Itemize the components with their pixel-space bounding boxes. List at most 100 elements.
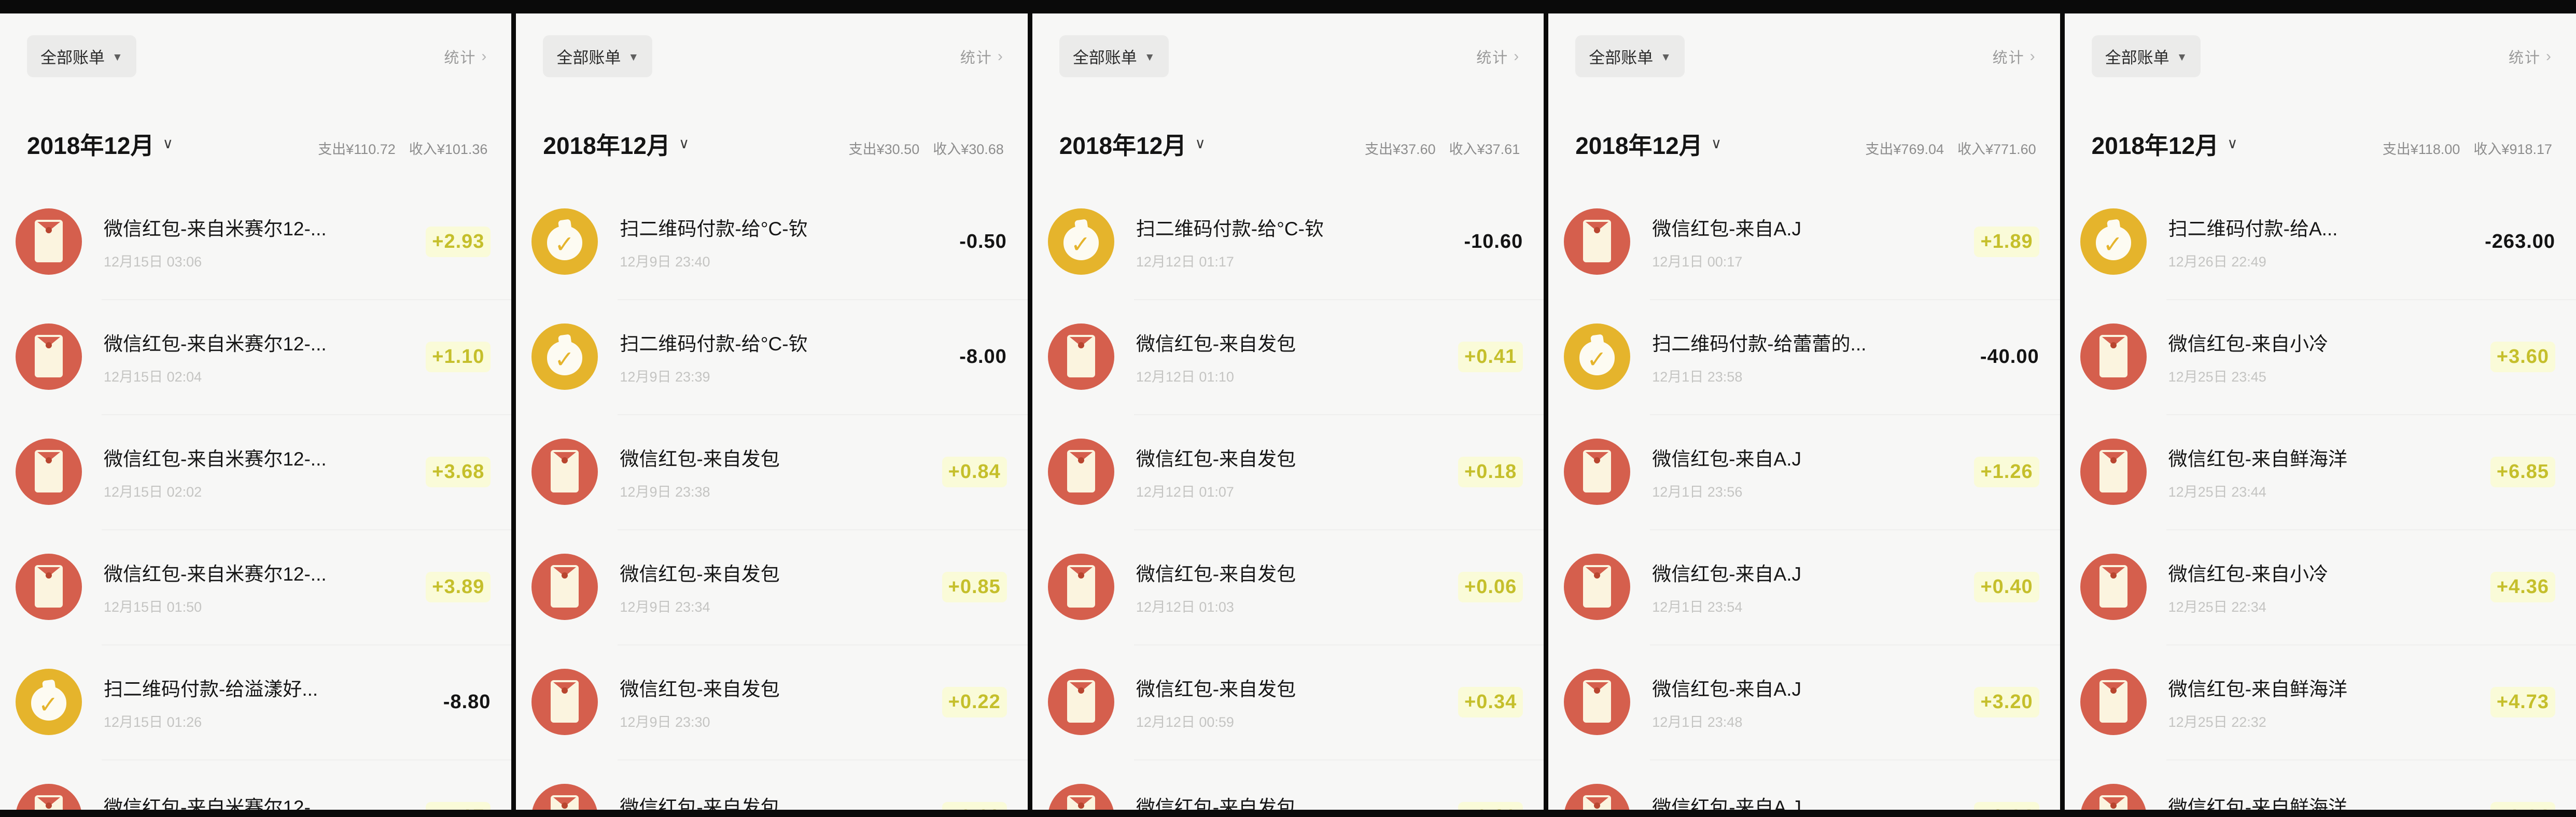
month-selector[interactable]: 2018年12月 ∨ (1575, 127, 1721, 161)
money-bag-icon (1564, 323, 1631, 390)
transaction-row[interactable]: 微信红包-来自发包 +0.63 (516, 759, 1028, 810)
transaction-title: 扫二维码付款-给A... (2168, 218, 2338, 240)
transaction-row[interactable]: 微信红包-来自鲜海洋 12月25日 22:32 +4.73 (2065, 644, 2576, 759)
transaction-title: 微信红包-来自A.J (1652, 563, 1801, 585)
filter-label: 全部账单 (556, 49, 621, 67)
transaction-row[interactable]: 微信红包-来自A.J 12月1日 23:54 +0.40 (1548, 529, 2060, 644)
transaction-amount: +3.60 (2490, 341, 2556, 372)
transaction-date: 12月12日 01:17 (1136, 253, 1234, 270)
red-packet-icon (1047, 439, 1114, 505)
transaction-row[interactable]: 微信红包-来自鲜海洋 12月25日 23:44 +6.85 (2065, 414, 2576, 529)
transaction-row[interactable]: 微信红包-来自发包 12月12日 01:10 +0.41 (1032, 299, 1544, 414)
transaction-date: 12月25日 23:45 (2168, 369, 2266, 385)
stats-link[interactable]: 统计 › (444, 46, 487, 67)
stats-link[interactable]: 统计 › (960, 46, 1004, 67)
filter-all-bills-button[interactable]: 全部账单 ▼ (1059, 35, 1169, 77)
transaction-row[interactable]: 微信红包-来自发包 12月9日 23:38 +0.84 (516, 414, 1028, 529)
month-selector[interactable]: 2018年12月 ∨ (543, 127, 689, 161)
red-packet-icon (16, 439, 82, 505)
red-packet-icon (1564, 208, 1631, 275)
month-label: 2018年12月 (543, 132, 670, 159)
transaction-row[interactable]: 微信红包-来自米赛尔12-... +5.17 (0, 759, 512, 810)
transaction-row[interactable]: 微信红包-来自发包 +0.20 (1032, 759, 1544, 810)
transaction-title: 扫二维码付款-给°C-钦 (620, 218, 808, 240)
transaction-title: 扫二维码付款-给蕾蕾的... (1652, 333, 1867, 355)
stats-link[interactable]: 统计 › (1993, 46, 2036, 67)
transaction-amount: +3.89 (426, 571, 491, 602)
transaction-body: 扫二维码付款-给A... 12月26日 22:49 (2168, 213, 2475, 271)
transaction-row[interactable]: 微信红包-来自小冷 12月25日 22:34 +4.36 (2065, 529, 2576, 644)
transaction-date: 12月1日 23:56 (1652, 484, 1743, 500)
transaction-row[interactable]: 微信红包-来自米赛尔12-... 12月15日 03:06 +2.93 (0, 184, 511, 299)
transaction-row[interactable]: 微信红包-来自发包 12月12日 00:59 +0.34 (1032, 644, 1544, 759)
red-packet-icon (1047, 554, 1114, 620)
transaction-row[interactable]: 微信红包-来自小冷 12月25日 23:45 +3.60 (2065, 299, 2576, 414)
transaction-row[interactable]: 扫二维码付款-给蕾蕾的... 12月1日 23:58 -40.00 (1548, 299, 2060, 414)
transaction-row[interactable]: 微信红包-来自米赛尔12-... 12月15日 02:04 +1.10 (0, 299, 512, 414)
summary-income: 收入¥30.68 (933, 142, 1004, 157)
transaction-amount: -263.00 (2485, 230, 2556, 252)
red-packet-icon (531, 554, 598, 620)
transaction-amount: +0.34 (1458, 686, 1523, 717)
stats-link[interactable]: 统计 › (2509, 46, 2552, 67)
transaction-row[interactable]: 微信红包-来自米赛尔12-... 12月15日 01:50 +3.89 (0, 529, 512, 644)
month-summary: 支出¥30.50 收入¥30.68 (849, 138, 1004, 158)
transaction-title: 微信红包-来自A.J (1652, 796, 1801, 810)
month-selector[interactable]: 2018年12月 ∨ (27, 127, 173, 161)
panel-header: 全部账单 ▼ 统计 › 2018年12月 ∨ 支出¥110.72 收入¥101.… (0, 13, 511, 161)
transaction-row[interactable]: 扫二维码付款-给°C-钦 12月9日 23:39 -8.00 (516, 299, 1028, 414)
transaction-row[interactable]: 扫二维码付款-给A... 12月26日 22:49 -263.00 (2065, 184, 2576, 299)
filter-all-bills-button[interactable]: 全部账单 ▼ (2091, 35, 2201, 77)
transaction-row[interactable]: 微信红包-来自发包 12月9日 23:30 +0.22 (516, 644, 1028, 759)
filter-all-bills-button[interactable]: 全部账单 ▼ (1575, 35, 1685, 77)
transaction-row[interactable]: 微信红包-来自发包 12月12日 01:07 +0.18 (1032, 414, 1544, 529)
transaction-row[interactable]: 扫二维码付款-给°C-钦 12月12日 01:17 -10.60 (1032, 184, 1544, 299)
month-selector[interactable]: 2018年12月 ∨ (1059, 127, 1206, 161)
transaction-row[interactable]: 微信红包-来自发包 12月12日 01:03 +0.06 (1032, 529, 1544, 644)
transaction-body: 微信红包-来自米赛尔12-... 12月15日 02:04 (104, 328, 415, 386)
month-summary: 支出¥118.00 收入¥918.17 (2383, 138, 2552, 158)
chevron-right-icon: › (1514, 47, 1520, 65)
transaction-date: 12月9日 23:39 (620, 369, 710, 385)
filter-all-bills-button[interactable]: 全部账单 ▼ (27, 35, 136, 77)
transaction-body: 扫二维码付款-给°C-钦 12月9日 23:40 (620, 213, 949, 271)
transaction-body: 微信红包-来自鲜海洋 12月25日 22:32 (2168, 673, 2480, 731)
transaction-amount: +2.93 (426, 226, 491, 257)
transaction-body: 微信红包-来自鲜海洋 (2168, 792, 2480, 810)
transaction-title: 微信红包-来自发包 (1136, 678, 1296, 700)
filter-all-bills-button[interactable]: 全部账单 ▼ (543, 35, 653, 77)
summary-expense: 支出¥37.60 (1365, 142, 1436, 157)
transaction-body: 微信红包-来自发包 12月9日 23:38 (620, 443, 931, 501)
transaction-row[interactable]: 微信红包-来自A.J 12月1日 23:56 +1.26 (1548, 414, 2060, 529)
transaction-list: 扫二维码付款-给°C-钦 12月12日 01:17 -10.60 微信红包-来自… (1032, 184, 1544, 810)
transaction-amount: +0.85 (942, 571, 1007, 602)
transaction-row[interactable]: 微信红包-来自A.J +3.14 (1548, 759, 2060, 810)
transaction-body: 微信红包-来自A.J 12月1日 23:56 (1652, 443, 1964, 501)
transaction-row[interactable]: 微信红包-来自A.J 12月1日 00:17 +1.89 (1548, 184, 2060, 299)
month-selector[interactable]: 2018年12月 ∨ (2092, 127, 2238, 161)
transaction-date: 12月25日 22:34 (2168, 599, 2266, 615)
transaction-row[interactable]: 微信红包-来自鲜海洋 +1.14 (2065, 759, 2576, 810)
transaction-body: 扫二维码付款-给°C-钦 12月9日 23:39 (620, 328, 949, 386)
chevron-down-icon: ▼ (2176, 51, 2188, 63)
summary-income: 收入¥918.17 (2473, 142, 2553, 157)
transaction-row[interactable]: 微信红包-来自米赛尔12-... 12月15日 02:02 +3.68 (0, 414, 512, 529)
transaction-body: 微信红包-来自米赛尔12-... 12月15日 02:02 (104, 443, 415, 501)
transaction-row[interactable]: 微信红包-来自发包 12月9日 23:34 +0.85 (516, 529, 1028, 644)
transaction-date: 12月15日 02:02 (104, 484, 202, 500)
transaction-row[interactable]: 扫二维码付款-给°C-钦 12月9日 23:40 -0.50 (516, 184, 1027, 299)
bill-panel: 全部账单 ▼ 统计 › 2018年12月 ∨ 支出¥110.72 收入¥101.… (0, 13, 512, 810)
transaction-row[interactable]: 扫二维码付款-给溢漾好... 12月15日 01:26 -8.80 (0, 644, 512, 759)
transaction-date: 12月15日 01:50 (104, 599, 202, 615)
month-summary: 支出¥769.04 收入¥771.60 (1865, 138, 2036, 158)
transaction-title: 微信红包-来自发包 (620, 448, 780, 470)
transaction-row[interactable]: 微信红包-来自A.J 12月1日 23:48 +3.20 (1548, 644, 2060, 759)
stats-link[interactable]: 统计 › (1476, 46, 1520, 67)
transaction-date: 12月9日 23:38 (620, 484, 710, 500)
transaction-body: 微信红包-来自米赛尔12-... (104, 792, 415, 810)
red-packet-icon (2080, 669, 2147, 735)
red-packet-icon (16, 323, 82, 390)
transaction-date: 12月9日 23:40 (620, 253, 710, 270)
transaction-body: 微信红包-来自发包 (620, 792, 931, 810)
chevron-down-icon: ∨ (162, 135, 174, 151)
